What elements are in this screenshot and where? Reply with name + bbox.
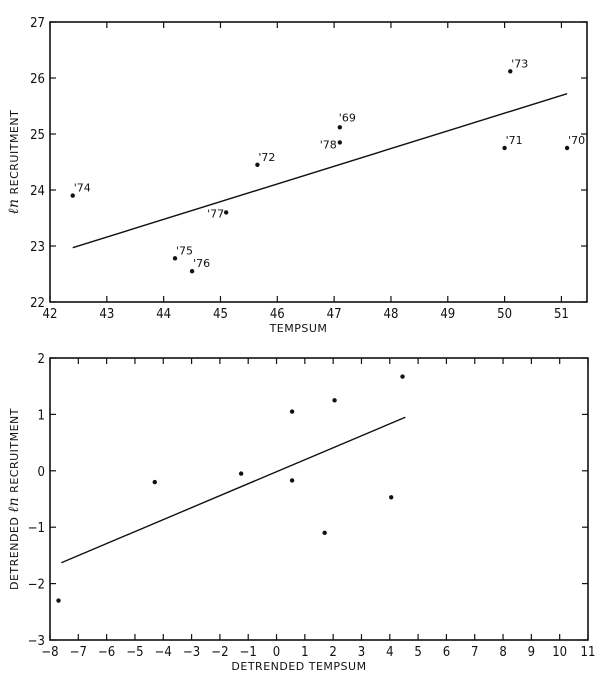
data-point	[70, 193, 75, 198]
x-tick-label: 51	[554, 307, 569, 322]
point-year-label: '74	[74, 182, 91, 195]
top-scatter-chart: 42 43 44 45 46 47 48 49 50 51 22 23 24 25 26 27 TEMPSUM ℓ…	[6, 16, 588, 335]
y-tick-label: 2	[38, 352, 45, 367]
plot-frame	[49, 21, 588, 303]
y-tick-label: 1	[38, 408, 45, 423]
y-tick-label: −3	[28, 634, 45, 649]
x-tick-label: 44	[156, 307, 171, 322]
point-year-label: '70	[568, 134, 585, 147]
x-tick-label: −5	[126, 645, 143, 660]
y-axis-title: DETRENDED ℓn RECRUITMENT	[6, 408, 22, 590]
data-point	[502, 145, 507, 151]
x-tick-label: 43	[99, 307, 114, 322]
point-year-label: '69	[339, 111, 356, 124]
x-tick-label: 6	[443, 645, 450, 660]
point-year-label: '77	[207, 207, 224, 220]
data-point	[400, 374, 405, 379]
x-tick-label: 48	[384, 307, 399, 322]
x-axis-title: TEMPSUM	[269, 322, 328, 335]
x-tick-label: −3	[183, 645, 200, 660]
data-point	[337, 140, 343, 145]
x-tick-label: 45	[213, 307, 228, 322]
data-point	[189, 269, 195, 274]
data-point	[238, 471, 244, 476]
y-axis-title: ℓn RECRUITMENT	[6, 110, 22, 215]
plot-frame	[49, 357, 589, 641]
y-tick-label: 26	[30, 72, 45, 87]
data-point	[255, 162, 260, 167]
point-year-label: '78	[320, 138, 337, 151]
x-tick-label: 47	[327, 307, 342, 322]
data-point	[152, 479, 157, 485]
x-tick-label: 4	[386, 645, 393, 660]
x-tick-label: 46	[270, 307, 285, 322]
y-tick-label: 24	[30, 184, 45, 199]
point-year-label: '76	[193, 257, 210, 270]
y-tick-label: 23	[30, 240, 45, 255]
point-year-label: '75	[176, 244, 193, 257]
x-tick-label: 42	[43, 307, 58, 322]
x-tick-label: 0	[273, 645, 280, 660]
x-tick-label: 9	[528, 645, 535, 660]
x-tick-label: 10	[552, 645, 567, 660]
data-point	[289, 478, 295, 483]
data-point	[223, 210, 229, 215]
data-point	[332, 398, 337, 403]
y-tick-label: −2	[28, 578, 45, 593]
x-tick-label: 7	[471, 645, 478, 660]
data-point	[289, 409, 295, 414]
x-tick-label: 5	[414, 645, 421, 660]
x-tick-label: 3	[358, 645, 365, 660]
x-tick-label: 11	[581, 645, 596, 660]
y-tick-label: 25	[30, 128, 45, 143]
data-point	[322, 530, 327, 536]
data-point	[56, 598, 61, 603]
x-tick-label: 8	[499, 645, 506, 660]
x-tick-label: 49	[440, 307, 455, 322]
x-tick-label: −7	[70, 645, 87, 660]
x-tick-label: −2	[211, 645, 228, 660]
x-tick-label: −1	[240, 645, 257, 660]
y-tick-label: 0	[38, 465, 45, 480]
x-tick-label: 1	[301, 645, 308, 660]
data-point	[172, 256, 178, 261]
data-point	[564, 145, 570, 151]
x-tick-label: −6	[98, 645, 115, 660]
x-tick-label: 50	[497, 307, 512, 322]
point-year-label: '73	[511, 57, 528, 70]
data-point	[337, 125, 343, 130]
bottom-scatter-chart: −8 −7 −6 −5 −4 −3 −2 −1 0 1 2 3 4 5 6 7 8 9 10 11−3−2−1012D…	[6, 352, 595, 673]
point-year-label: '71	[506, 134, 523, 147]
regression-line	[61, 416, 406, 564]
x-axis-title: DETRENDED TEMPSUM	[231, 660, 366, 673]
regression-line	[72, 93, 568, 249]
x-tick-label: −8	[41, 645, 58, 660]
y-tick-label: 27	[30, 16, 45, 31]
y-tick-label: −1	[28, 521, 45, 536]
data-point	[508, 69, 513, 74]
data-point	[389, 495, 394, 500]
y-tick-label: 22	[30, 296, 45, 311]
x-tick-label: −4	[155, 645, 172, 660]
x-tick-label: 2	[329, 645, 336, 660]
point-year-label: '72	[258, 151, 275, 164]
